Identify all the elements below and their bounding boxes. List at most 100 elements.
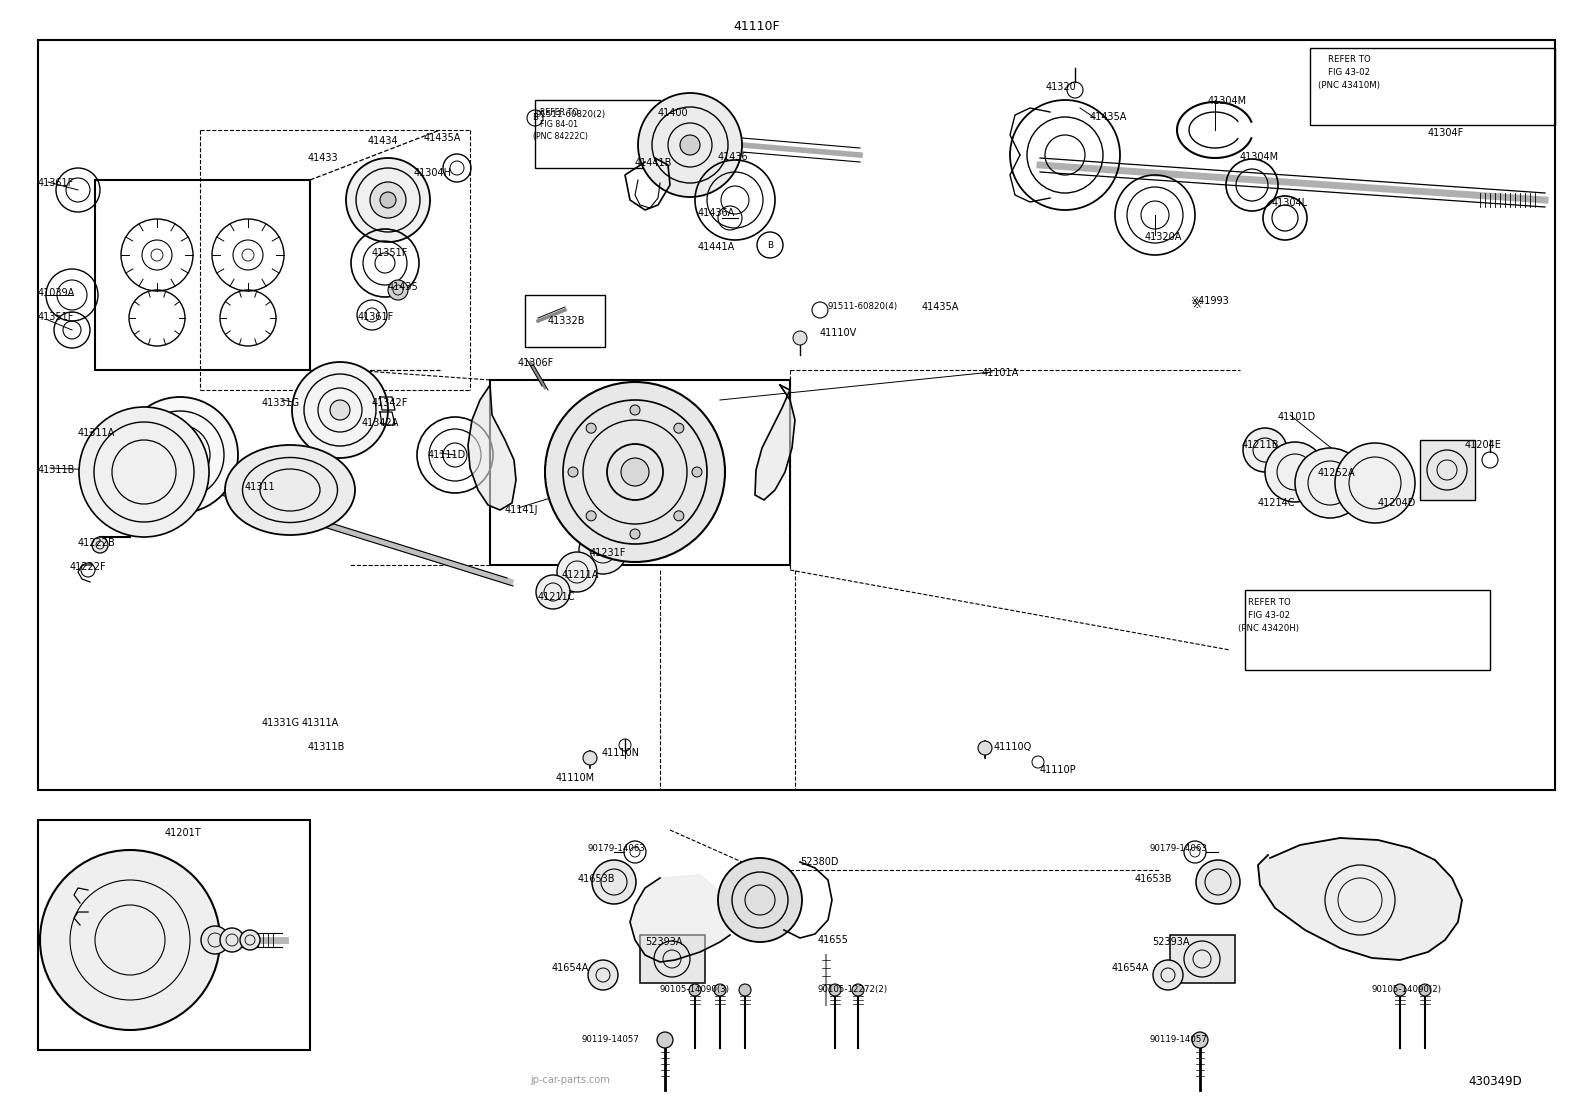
Circle shape [220,928,244,952]
Text: 41311B: 41311B [307,742,345,752]
Text: 41311B: 41311B [38,465,75,475]
Text: REFER TO: REFER TO [540,108,578,116]
Text: 41204E: 41204E [1465,440,1501,449]
Text: 90105-12272(2): 90105-12272(2) [818,985,888,993]
Text: 41231F: 41231F [591,548,626,558]
Text: 41331G: 41331G [263,398,301,408]
Circle shape [92,537,108,553]
Circle shape [240,930,259,950]
Text: 41351F: 41351F [373,248,409,258]
Circle shape [80,407,209,537]
Text: 41222F: 41222F [70,562,107,571]
Text: (PNC 43410M): (PNC 43410M) [1318,81,1380,90]
Circle shape [718,858,802,942]
Text: 41435A: 41435A [423,133,462,143]
Text: 41441A: 41441A [697,242,736,252]
Circle shape [388,280,408,300]
Text: REFER TO: REFER TO [1328,55,1371,64]
Text: 41304L: 41304L [1272,198,1309,208]
Circle shape [1395,984,1406,996]
Circle shape [345,158,430,242]
Text: FIG 43-02: FIG 43-02 [1328,68,1371,77]
Circle shape [579,526,627,574]
Polygon shape [755,385,794,500]
Circle shape [739,984,751,996]
Bar [640,935,705,983]
Text: 90179-14063: 90179-14063 [587,844,646,853]
Text: 41654A: 41654A [552,963,589,973]
Bar [1420,440,1476,500]
Text: 41361F: 41361F [38,178,75,188]
Text: 41433: 41433 [307,153,339,163]
Text: 41435A: 41435A [922,302,960,312]
Text: 41654A: 41654A [1111,963,1149,973]
Text: 41342A: 41342A [361,418,400,428]
Text: 41141J: 41141J [505,506,538,515]
Circle shape [852,984,864,996]
Circle shape [829,984,841,996]
Text: 41331G: 41331G [263,718,301,728]
Text: 41252A: 41252A [1318,468,1356,478]
Text: 41214C: 41214C [1258,498,1296,508]
Text: 41304M: 41304M [1240,152,1278,162]
Text: 41110N: 41110N [602,748,640,758]
Polygon shape [1258,839,1461,961]
Circle shape [592,861,635,904]
Text: 90119-14057: 90119-14057 [1149,1035,1208,1044]
Circle shape [1196,861,1240,904]
Text: 52393A: 52393A [645,937,683,947]
Text: jp-car-parts.com: jp-car-parts.com [530,1075,610,1085]
Text: 41304H: 41304H [414,168,452,178]
Text: REFER TO: REFER TO [1248,598,1291,607]
Circle shape [1266,442,1325,502]
Text: 41110M: 41110M [556,773,595,782]
Text: 90179-14063: 90179-14063 [1149,844,1208,853]
Text: 90119-14057: 90119-14057 [583,1035,640,1044]
Bar [525,295,605,347]
Text: 41201T: 41201T [166,828,202,839]
Circle shape [291,362,388,458]
Circle shape [1294,448,1364,518]
Text: (PNC 43420H): (PNC 43420H) [1239,624,1299,633]
Circle shape [793,331,807,345]
Bar [38,40,1555,790]
Text: 41304M: 41304M [1208,96,1247,106]
Circle shape [680,135,700,155]
Circle shape [630,529,640,539]
Text: 91511-60820(4): 91511-60820(4) [826,302,898,311]
Polygon shape [630,875,731,962]
Text: 91511-60820(2): 91511-60820(2) [535,110,605,119]
Text: 41101D: 41101D [1278,412,1317,422]
Circle shape [977,741,992,755]
Circle shape [693,467,702,477]
Text: 430349D: 430349D [1468,1075,1522,1088]
Circle shape [123,397,237,513]
Circle shape [621,458,650,486]
Text: 41110F: 41110F [734,20,780,33]
Circle shape [330,400,350,420]
Text: 41400: 41400 [657,108,689,118]
Text: 41342F: 41342F [373,398,409,408]
Circle shape [40,850,220,1030]
Circle shape [638,93,742,197]
Bar [535,100,661,168]
Text: 41306F: 41306F [517,358,554,368]
Circle shape [380,192,396,208]
Polygon shape [468,385,516,510]
Circle shape [557,552,597,592]
Text: ※41993: ※41993 [1189,296,1229,306]
Circle shape [1336,443,1415,523]
Circle shape [568,467,578,477]
Text: 41351F: 41351F [38,312,75,322]
Text: 41110Q: 41110Q [993,742,1032,752]
Text: 41211A: 41211A [562,570,599,580]
Text: 41311A: 41311A [78,428,115,439]
Text: 41320A: 41320A [1145,232,1183,242]
Text: 90105-14090(2): 90105-14090(2) [1372,985,1442,993]
Bar [1310,48,1555,125]
Text: 52393A: 52393A [1153,937,1189,947]
Circle shape [586,511,595,521]
Text: B: B [767,241,774,249]
Bar [490,380,790,565]
Text: 41111D: 41111D [428,449,466,460]
